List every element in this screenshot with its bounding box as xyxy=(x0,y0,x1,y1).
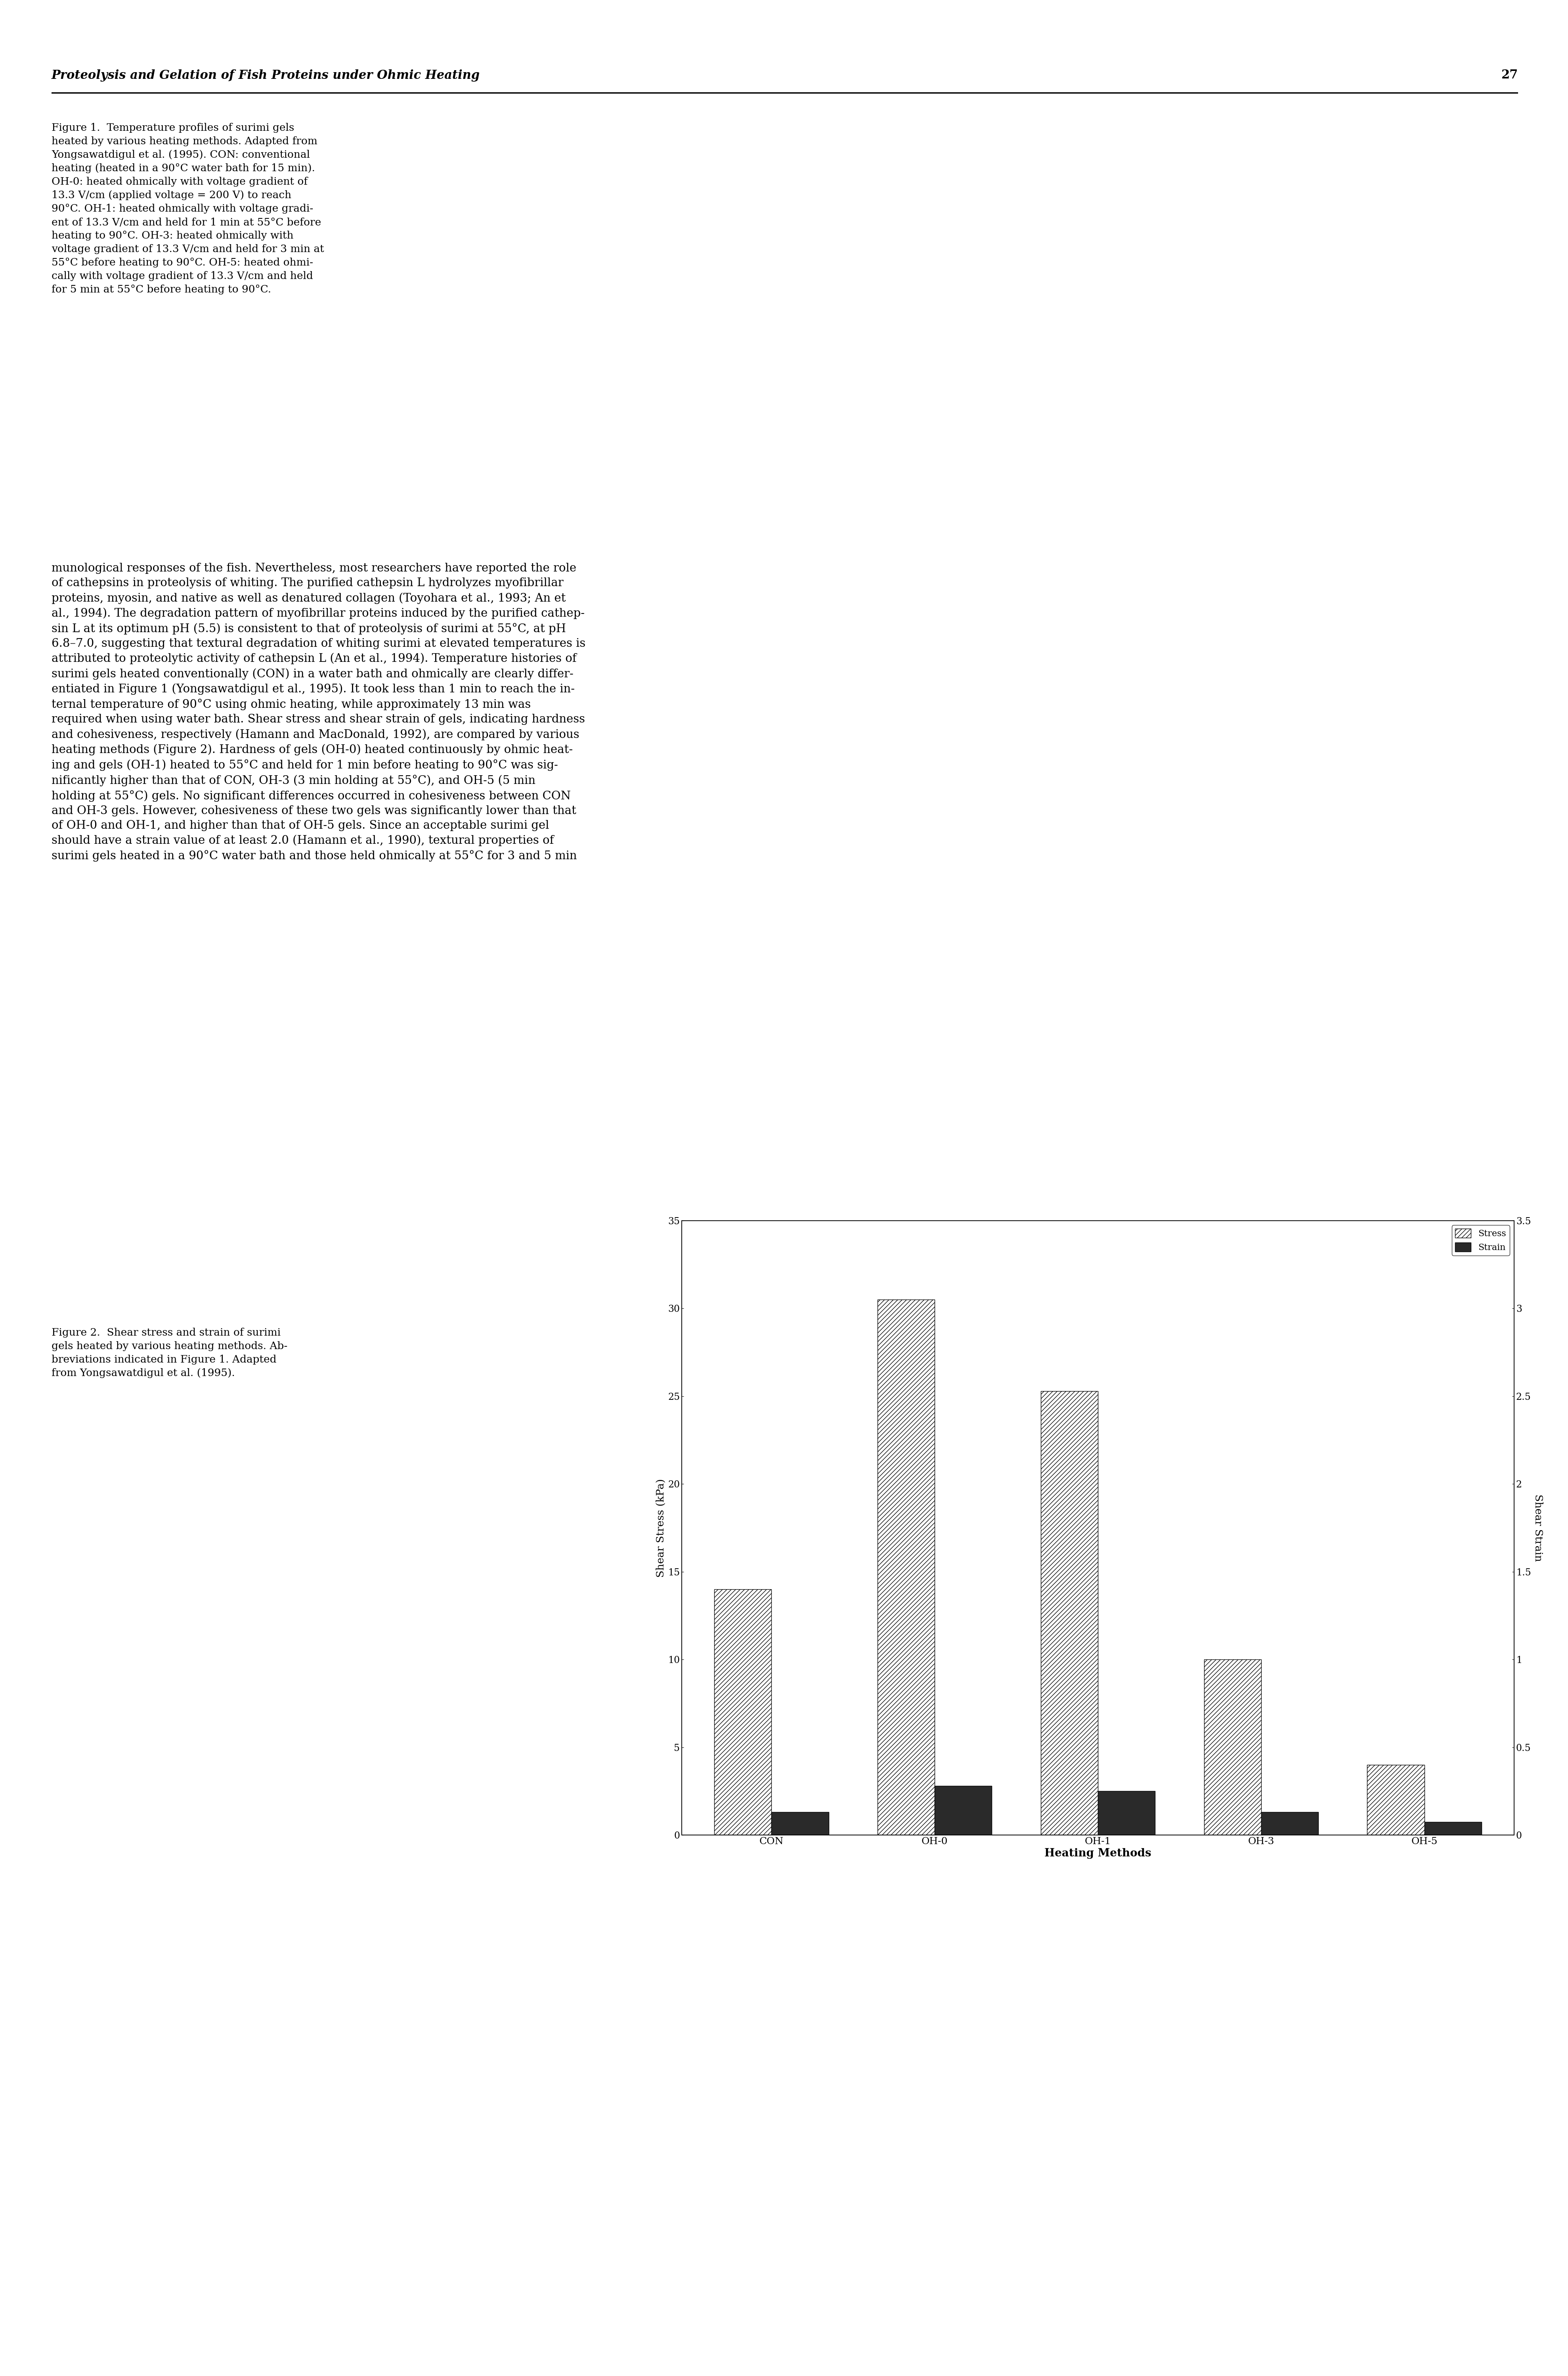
Text: Figure 1.  Temperature profiles of surimi gels
heated by various heating methods: Figure 1. Temperature profiles of surimi… xyxy=(52,124,325,295)
Bar xyxy=(715,1590,771,1834)
Y-axis label: Shear Strain: Shear Strain xyxy=(1534,1495,1543,1561)
Bar xyxy=(771,1813,828,1834)
Bar xyxy=(935,1787,993,1834)
Text: Proteolysis and Gelation of Fish Proteins under Ohmic Heating: Proteolysis and Gelation of Fish Protein… xyxy=(52,69,480,81)
Bar xyxy=(1041,1390,1098,1834)
Bar xyxy=(1204,1658,1261,1834)
Bar xyxy=(1367,1765,1424,1834)
X-axis label: Heating Methods: Heating Methods xyxy=(1044,1849,1151,1858)
Bar xyxy=(1261,1813,1319,1834)
Bar xyxy=(1098,1792,1156,1834)
Y-axis label: Shear Stress (kPa): Shear Stress (kPa) xyxy=(655,1478,666,1578)
Legend: Stress, Strain: Stress, Strain xyxy=(1452,1226,1510,1255)
Bar xyxy=(1424,1822,1482,1834)
Bar xyxy=(878,1300,935,1834)
Text: munological responses of the fish. Nevertheless, most researchers have reported : munological responses of the fish. Never… xyxy=(52,563,585,862)
Text: Figure 2.  Shear stress and strain of surimi
gels heated by various heating meth: Figure 2. Shear stress and strain of sur… xyxy=(52,1328,287,1378)
Text: 27: 27 xyxy=(1501,69,1518,81)
